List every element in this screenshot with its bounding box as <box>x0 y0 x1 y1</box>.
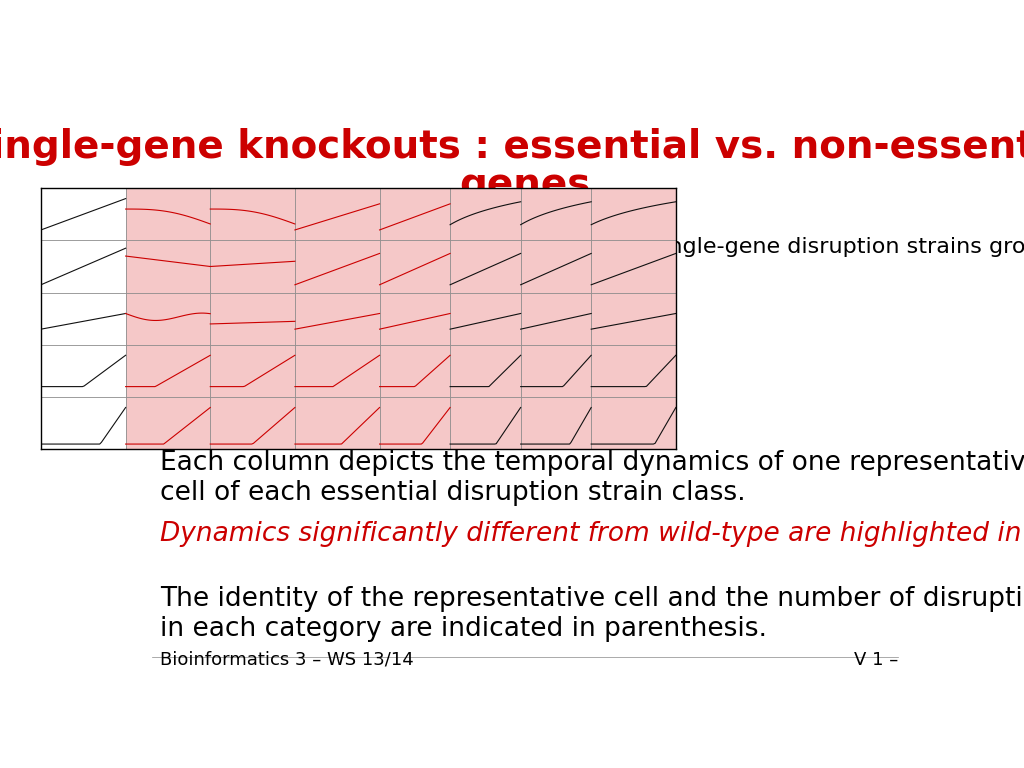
Bar <box>41 397 126 449</box>
Bar <box>41 188 126 240</box>
Text: B: B <box>152 212 167 231</box>
Bar <box>126 345 210 397</box>
Text: Each column depicts the temporal dynamics of one representative in silico
cell o: Each column depicts the temporal dynamic… <box>160 450 1024 506</box>
Text: Dynamics significantly different from wild-type are highlighted in red.: Dynamics significantly different from wi… <box>160 521 1024 547</box>
Bar <box>295 397 380 449</box>
Bar <box>591 345 676 397</box>
Bar <box>591 293 676 345</box>
Bar <box>520 397 591 449</box>
Bar <box>380 397 451 449</box>
Bar <box>126 240 210 293</box>
Bar <box>210 293 295 345</box>
Text: genes: genes <box>459 166 591 204</box>
Bar <box>520 345 591 397</box>
Bar <box>295 293 380 345</box>
Bar <box>380 345 451 397</box>
Bar <box>451 240 520 293</box>
Bar <box>591 240 676 293</box>
Bar <box>451 293 520 345</box>
Bar <box>451 345 520 397</box>
Bar <box>126 188 210 240</box>
Bar <box>520 240 591 293</box>
Bar <box>295 240 380 293</box>
Bar <box>520 293 591 345</box>
Bar <box>380 240 451 293</box>
Bar <box>41 345 126 397</box>
Text: V 1 –: V 1 – <box>854 650 898 669</box>
Text: Single-gene knockouts : essential vs. non-essential: Single-gene knockouts : essential vs. no… <box>0 127 1024 166</box>
Bar <box>126 397 210 449</box>
Text: Bioinformatics 3 – WS 13/14: Bioinformatics 3 – WS 13/14 <box>160 650 414 669</box>
Bar <box>451 188 520 240</box>
Text: Single-gene disruption strains grouped into phenotypic classes (columns) accordi: Single-gene disruption strains grouped i… <box>648 237 1024 257</box>
Text: Essential: Essential <box>452 221 508 234</box>
Bar <box>295 345 380 397</box>
Bar <box>380 188 451 240</box>
Bar <box>520 188 591 240</box>
Bar <box>41 293 126 345</box>
Bar <box>126 293 210 345</box>
Bar <box>380 293 451 345</box>
Bar <box>210 240 295 293</box>
Bar <box>210 345 295 397</box>
Bar <box>591 397 676 449</box>
Bar <box>41 240 126 293</box>
Text: The identity of the representative cell and the number of disruption strains
in : The identity of the representative cell … <box>160 586 1024 642</box>
Bar <box>295 188 380 240</box>
Bar <box>210 188 295 240</box>
Bar <box>210 397 295 449</box>
Bar <box>591 188 676 240</box>
Bar <box>451 397 520 449</box>
